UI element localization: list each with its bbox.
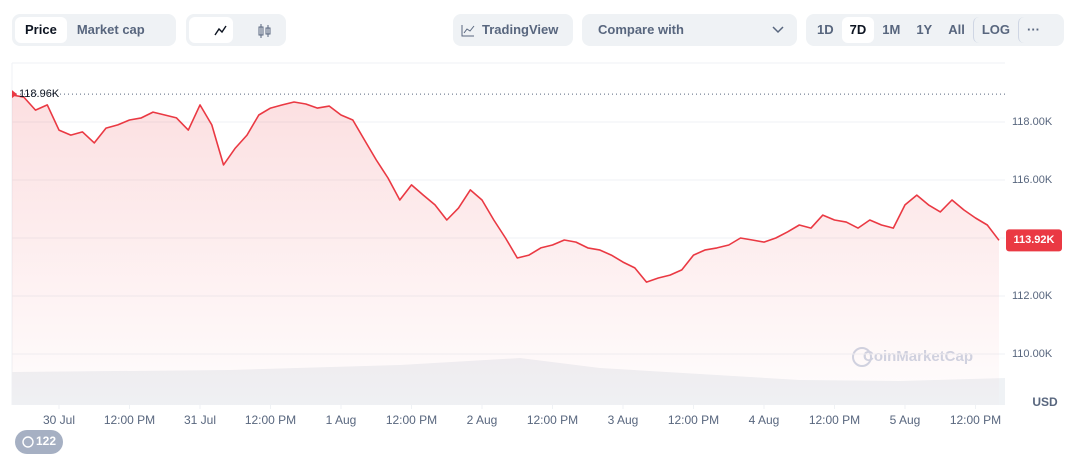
y-tick-label: 114.00K [1012,232,1053,244]
y-tick-label: 116.00K [1012,174,1053,186]
log-button[interactable]: LOG [972,17,1018,43]
x-tick-label: 12:00 PM [527,413,578,427]
compare-dropdown[interactable]: Compare with [582,14,797,46]
price-tag [1006,229,1062,252]
x-tick-label: 5 Aug [890,413,921,427]
x-tick-label: 12:00 PM [386,413,437,427]
price-tag-label: 113.92K [1014,234,1055,246]
x-tick-label: 1 Aug [326,413,357,427]
x-tick-label: 12:00 PM [104,413,155,427]
more-button[interactable]: ··· [1018,17,1048,43]
currency: USD [1032,395,1058,409]
watermark: CoinMarketCap [863,348,973,365]
chart-type-toggle: Price Market cap [12,14,176,46]
x-tick-label: 4 Aug [749,413,780,427]
x-tick-label: 3 Aug [608,413,639,427]
chevron [772,26,784,34]
watermark-logo [852,347,872,367]
x-tick-label: 30 Jul [43,413,75,427]
line-icon [214,25,227,36]
badge-count: 122 [36,434,56,448]
high-marker [12,90,17,99]
market-cap-button[interactable]: Market cap [76,22,145,37]
tv-icon [461,25,475,37]
y-tick-label: 112.00K [1012,290,1053,302]
range-button[interactable]: 1D [817,22,834,37]
range-button[interactable]: All [948,22,965,37]
compare-label: Compare with [598,22,684,37]
price-line [11,94,1000,283]
x-tick-label: 12:00 PM [668,413,719,427]
tradingview-label: TradingView [482,22,559,37]
range-button[interactable]: 1M [882,22,901,37]
price-area [12,95,999,405]
candle-style-button[interactable] [233,17,277,43]
range-button[interactable]: 1Y [916,22,933,37]
price-button[interactable]: Price [15,17,67,43]
y-tick-label: 110.00K [1012,348,1053,360]
style-toggle [186,14,286,46]
x-tick-label: 2 Aug [467,413,498,427]
x-tick-label: 12:00 PM [245,413,296,427]
candle-icon [258,24,271,38]
x-tick-label: 31 Jul [184,413,216,427]
high-label: 118.96K [19,88,60,100]
badge [15,430,63,454]
range-button[interactable]: 7D [841,17,875,43]
range-toggle: 1D 7D 1M 1Y All LOG ··· [806,14,1064,46]
line-style-button[interactable] [189,17,233,43]
volume-area [12,358,1005,405]
x-tick-label: 12:00 PM [950,413,1001,427]
badge-icon [22,436,34,448]
x-tick-label: 12:00 PM [809,413,860,427]
tradingview-button[interactable]: TradingView [453,14,573,46]
y-tick-label: 118.00K [1012,116,1053,128]
